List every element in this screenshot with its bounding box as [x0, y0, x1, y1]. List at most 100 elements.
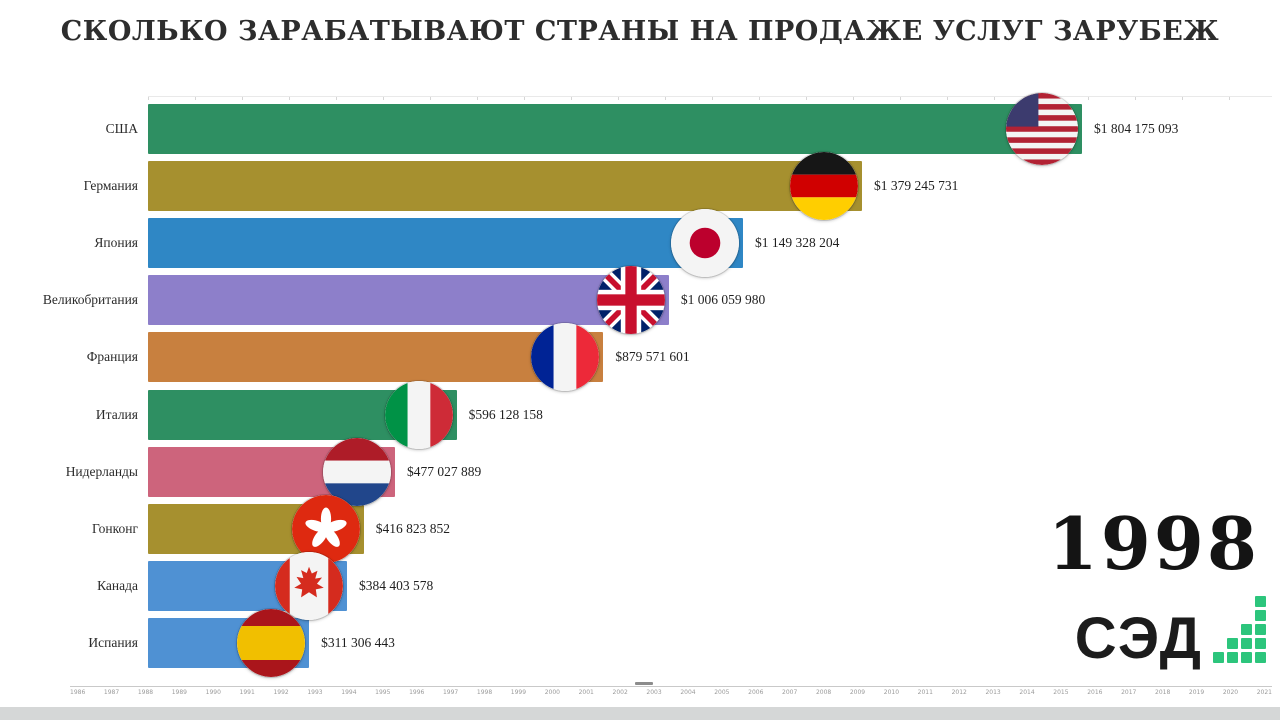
- value-bar: [148, 217, 743, 268]
- value-label: $1 149 328 204: [754, 234, 840, 250]
- bar-row: Гонконг $416 823 852: [0, 494, 1280, 563]
- country-label: Германия: [83, 177, 138, 193]
- value-label: $879 571 601: [615, 349, 690, 365]
- timeline-year: 2003: [646, 689, 662, 696]
- value-bar: [148, 275, 669, 326]
- chart-title: СКОЛЬКО ЗАРАБАТЫВАЮТ СТРАНЫ НА ПРОДАЖЕ У…: [60, 16, 1220, 47]
- country-label: Канада: [97, 578, 138, 594]
- timeline-year: 1993: [307, 689, 323, 696]
- timeline-year: 1996: [409, 689, 425, 696]
- logo-block: [1255, 652, 1266, 663]
- country-label: Испания: [88, 635, 138, 651]
- bar-row: Франция $879 571 601: [0, 323, 1280, 392]
- logo-block: [1255, 624, 1266, 635]
- canada-flag-icon: [275, 552, 343, 621]
- timeline-year: 2008: [815, 689, 832, 696]
- bar-track: $311 306 443: [148, 609, 1280, 678]
- bar-row: Нидерланды $477 027 889: [0, 437, 1280, 506]
- top-axis-ticks: [148, 96, 1272, 100]
- timeline-year-labels: 1986 1987 1988 1989 1990 1991 1992 1993 1994 1995…: [70, 687, 1272, 696]
- timeline-year: 2006: [748, 689, 764, 696]
- uk-flag-icon: [596, 266, 665, 335]
- value-label: $596 128 158: [468, 406, 543, 422]
- timeline-year: 1995: [375, 689, 391, 696]
- timeline-year: 2000: [544, 689, 560, 696]
- timeline-year: 1987: [103, 689, 120, 696]
- bar-row: Япония $1 149 328 204: [0, 208, 1280, 277]
- timeline-year: 1988: [137, 689, 154, 696]
- timeline-year: 2005: [714, 689, 730, 696]
- france-flag-icon: [531, 323, 600, 392]
- timeline-year: 1999: [510, 689, 527, 696]
- brand-logo-blocks-icon: [1213, 596, 1266, 666]
- country-label: Франция: [86, 349, 138, 365]
- timeline-year: 2007: [782, 689, 798, 696]
- bar-track: $477 027 889: [148, 437, 1280, 506]
- timeline-year: 2013: [985, 689, 1001, 696]
- timeline-year: 2010: [883, 689, 900, 696]
- value-label: $1 379 245 731: [874, 177, 959, 193]
- timeline-year: 1994: [341, 689, 357, 696]
- timeline-year: 2015: [1053, 689, 1069, 696]
- country-label: США: [105, 120, 138, 136]
- usa-flag-icon: [1006, 92, 1078, 165]
- timeline-handle[interactable]: [634, 682, 653, 685]
- timeline-axis: 1986 1987 1988 1989 1990 1991 1992 1993 1994 1995…: [70, 682, 1272, 696]
- bar-row: Испания $311 306 443: [0, 609, 1280, 678]
- logo-block: [1241, 652, 1252, 663]
- timeline-year: 1991: [239, 689, 255, 696]
- value-label: $311 306 443: [321, 635, 395, 651]
- timeline-year: 1997: [442, 689, 459, 696]
- value-bar: [148, 103, 1082, 154]
- value-label: $1 006 059 980: [680, 292, 766, 308]
- brand-logo-text: СЭД: [1074, 605, 1203, 671]
- timeline-year: 1989: [171, 689, 187, 696]
- bar-track: $1 379 245 731: [148, 151, 1280, 220]
- value-label: $1 804 175 093: [1094, 120, 1179, 136]
- bar-row: Италия $596 128 158: [0, 380, 1280, 449]
- bar-row: Великобритания $1 006 059 980: [0, 266, 1280, 335]
- logo-block: [1227, 638, 1238, 649]
- logo-block: [1255, 610, 1266, 621]
- timeline-year: 1986: [70, 689, 86, 696]
- timeline-year: 2016: [1087, 689, 1103, 696]
- value-bar: [148, 332, 604, 383]
- logo-block: [1227, 652, 1238, 663]
- year-display: 1998: [1047, 501, 1260, 586]
- logo-block: [1241, 624, 1252, 635]
- hongkong-flag-icon: [291, 494, 360, 563]
- country-label: Япония: [94, 234, 138, 250]
- timeline-year: 2014: [1019, 689, 1035, 696]
- timeline-year: 1990: [205, 689, 221, 696]
- timeline-year: 2011: [917, 689, 933, 696]
- bar-track: $596 128 158: [148, 380, 1280, 449]
- timeline-year: 2004: [680, 689, 696, 696]
- timeline-year: 2001: [578, 689, 594, 696]
- value-bar: [148, 160, 862, 211]
- logo-block: [1241, 638, 1252, 649]
- bar-row: Германия $1 379 245 731: [0, 151, 1280, 220]
- bottom-strip: [0, 707, 1280, 720]
- country-label: Гонконг: [92, 520, 138, 536]
- logo-block: [1255, 638, 1266, 649]
- bar-track: $1 804 175 093: [148, 92, 1280, 165]
- timeline-year: 2009: [849, 689, 866, 696]
- italy-flag-icon: [384, 380, 453, 449]
- value-label: $477 027 889: [406, 463, 482, 479]
- logo-block-column: [1227, 638, 1238, 663]
- bar-row: Канада $384 403 578: [0, 552, 1280, 621]
- country-label: Нидерланды: [65, 463, 138, 479]
- bar-row: США $1 804 175 093: [0, 92, 1280, 165]
- timeline-year: 2021: [1256, 689, 1272, 696]
- bar-track: $416 823 852: [148, 494, 1280, 563]
- logo-block-column: [1213, 652, 1224, 663]
- timeline-year: 1992: [273, 689, 289, 696]
- timeline-year: 1998: [476, 689, 493, 696]
- bar-track: $1 006 059 980: [148, 266, 1280, 335]
- bar-track: $1 149 328 204: [148, 208, 1280, 277]
- spain-flag-icon: [237, 609, 306, 678]
- japan-flag-icon: [670, 208, 739, 277]
- value-label: $384 403 578: [359, 578, 434, 594]
- brand-logo: СЭД: [1074, 596, 1266, 671]
